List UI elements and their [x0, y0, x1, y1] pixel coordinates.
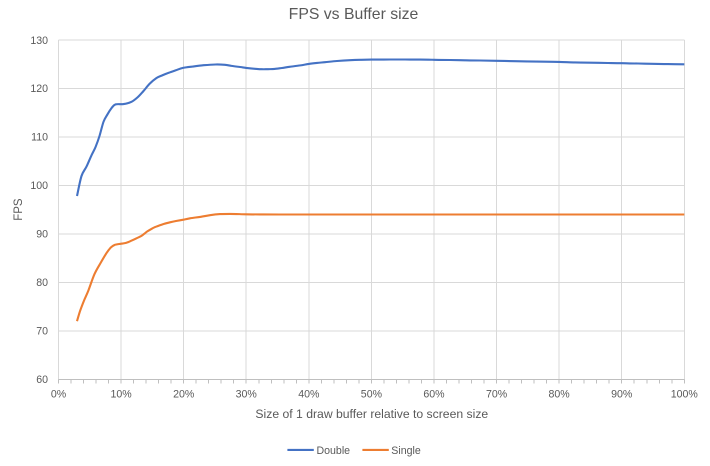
svg-text:80%: 80% — [548, 389, 570, 401]
svg-text:50%: 50% — [361, 389, 383, 401]
svg-text:40%: 40% — [298, 389, 320, 401]
svg-text:130: 130 — [30, 35, 48, 47]
svg-text:20%: 20% — [173, 389, 195, 401]
svg-text:70: 70 — [36, 326, 48, 338]
svg-text:FPS vs Buffer size: FPS vs Buffer size — [289, 6, 419, 23]
svg-text:80: 80 — [36, 277, 48, 289]
svg-text:FPS: FPS — [13, 198, 25, 221]
svg-text:90%: 90% — [611, 389, 633, 401]
svg-text:60%: 60% — [423, 389, 445, 401]
svg-text:Size of 1 draw buffer relative: Size of 1 draw buffer relative to screen… — [255, 407, 488, 421]
svg-text:10%: 10% — [110, 389, 132, 401]
svg-text:70%: 70% — [486, 389, 508, 401]
svg-text:Double: Double — [317, 445, 351, 457]
svg-text:110: 110 — [31, 132, 48, 144]
svg-text:90: 90 — [36, 229, 48, 241]
svg-text:Single: Single — [391, 445, 421, 457]
svg-text:60: 60 — [36, 374, 48, 386]
svg-text:100: 100 — [30, 180, 48, 192]
svg-text:100%: 100% — [671, 389, 699, 401]
svg-text:0%: 0% — [51, 389, 67, 401]
svg-text:120: 120 — [30, 83, 48, 95]
svg-text:30%: 30% — [236, 389, 258, 401]
